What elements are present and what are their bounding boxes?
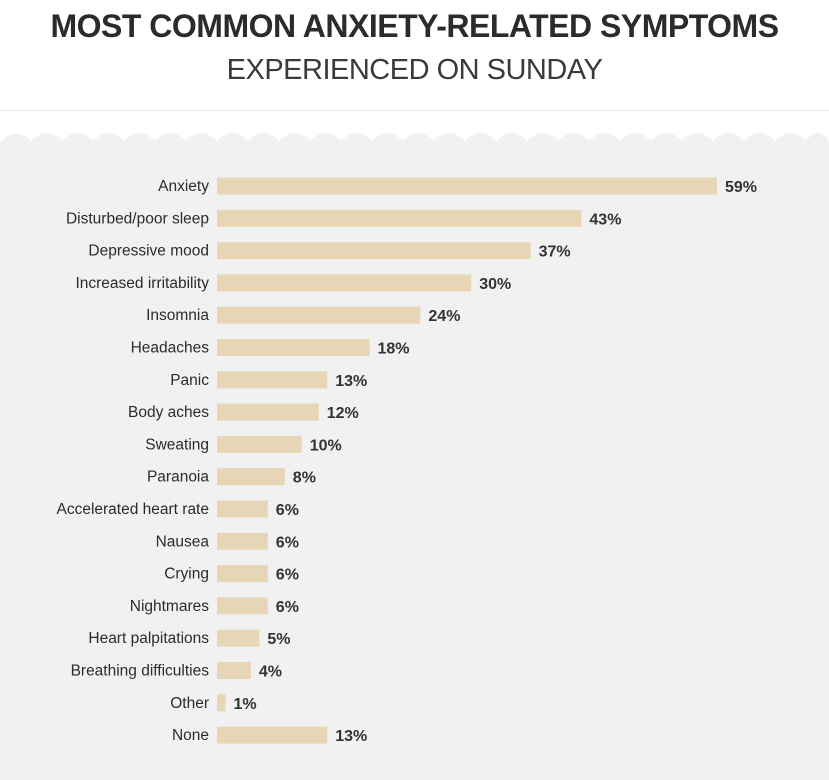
bar: [217, 403, 319, 421]
value-label: 13%: [335, 373, 367, 390]
category-label: Heart palpitations: [88, 630, 209, 647]
bar: [217, 565, 268, 583]
bar: [217, 435, 302, 453]
value-label: 24%: [428, 308, 460, 325]
value-label: 59%: [725, 179, 757, 196]
bar-row: Sweating 10%: [145, 435, 342, 454]
category-label: Anxiety: [158, 178, 209, 195]
category-label: Sweating: [145, 436, 209, 453]
category-label: Nightmares: [130, 598, 209, 615]
chart-header: MOST COMMON ANXIETY-RELATED SYMPTOMS EXP…: [0, 0, 829, 110]
value-label: 8%: [293, 470, 316, 487]
value-label: 43%: [589, 211, 621, 228]
bar-row: None 13%: [172, 726, 367, 745]
bar: [217, 500, 268, 518]
value-label: 13%: [335, 728, 367, 745]
bar-row: Disturbed/poor sleep 43%: [66, 209, 621, 228]
value-label: 12%: [327, 405, 359, 422]
bar: [217, 629, 260, 647]
bar-chart: Anxiety 59% Disturbed/poor sleep 43% Depress…: [0, 133, 829, 780]
bar-row: Nausea 6%: [156, 532, 299, 551]
category-label: Depressive mood: [88, 243, 209, 260]
category-label: Body aches: [128, 404, 209, 421]
category-label: None: [172, 727, 209, 744]
value-label: 37%: [539, 244, 571, 261]
value-label: 6%: [276, 567, 299, 584]
panel-background: [0, 133, 829, 780]
bars-layer: Anxiety 59% Disturbed/poor sleep 43% Depress…: [56, 177, 757, 745]
value-label: 6%: [276, 599, 299, 616]
bar-row: Other 1%: [170, 694, 257, 713]
category-label: Paranoia: [147, 469, 209, 486]
value-label: 30%: [479, 276, 511, 293]
value-label: 6%: [276, 534, 299, 551]
bar: [217, 694, 226, 712]
bar: [217, 209, 582, 227]
bar-row: Insomnia 24%: [146, 306, 460, 325]
category-label: Headaches: [131, 340, 210, 357]
chart-subtitle: EXPERIENCED ON SUNDAY: [226, 54, 603, 86]
bar-row: Panic 13%: [170, 371, 367, 390]
bar: [217, 306, 421, 324]
bar: [217, 726, 328, 744]
bar: [217, 662, 251, 679]
category-label: Crying: [164, 566, 209, 583]
bar: [217, 339, 370, 356]
category-label: Disturbed/poor sleep: [66, 210, 209, 227]
bar-row: Anxiety 59%: [158, 177, 757, 196]
chart-title: MOST COMMON ANXIETY-RELATED SYMPTOMS: [50, 8, 779, 44]
header-divider: [0, 110, 829, 111]
bar-row: Nightmares 6%: [130, 597, 299, 616]
value-label: 1%: [234, 696, 257, 713]
bar-row: Depressive mood 37%: [88, 242, 571, 261]
category-label: Other: [170, 695, 209, 712]
bar: [217, 242, 531, 260]
bar-row: Paranoia 8%: [147, 468, 316, 487]
category-label: Insomnia: [146, 307, 209, 324]
category-label: Nausea: [156, 533, 210, 550]
value-label: 18%: [378, 341, 410, 358]
category-label: Accelerated heart rate: [56, 501, 209, 518]
value-label: 6%: [276, 502, 299, 519]
bar-row: Headaches 18%: [131, 339, 410, 358]
value-label: 4%: [259, 664, 282, 681]
bar-row: Body aches 12%: [128, 403, 359, 422]
bar: [217, 371, 328, 389]
bar-row: Crying 6%: [164, 565, 299, 584]
category-label: Panic: [170, 372, 209, 389]
value-label: 10%: [310, 437, 342, 454]
bar-row: Heart palpitations 5%: [88, 629, 291, 648]
bar: [217, 274, 472, 292]
bar: [217, 532, 268, 550]
value-label: 5%: [267, 631, 290, 648]
bar-row: Increased irritability 30%: [75, 274, 511, 293]
category-label: Breathing difficulties: [71, 663, 210, 680]
bar: [217, 177, 717, 195]
bar: [217, 597, 268, 615]
chart-panel: Anxiety 59% Disturbed/poor sleep 43% Depress…: [0, 111, 829, 780]
bar-row: Accelerated heart rate 6%: [56, 500, 299, 519]
category-label: Increased irritability: [75, 275, 209, 292]
bar-row: Breathing difficulties 4%: [71, 662, 282, 681]
bar: [217, 468, 285, 486]
